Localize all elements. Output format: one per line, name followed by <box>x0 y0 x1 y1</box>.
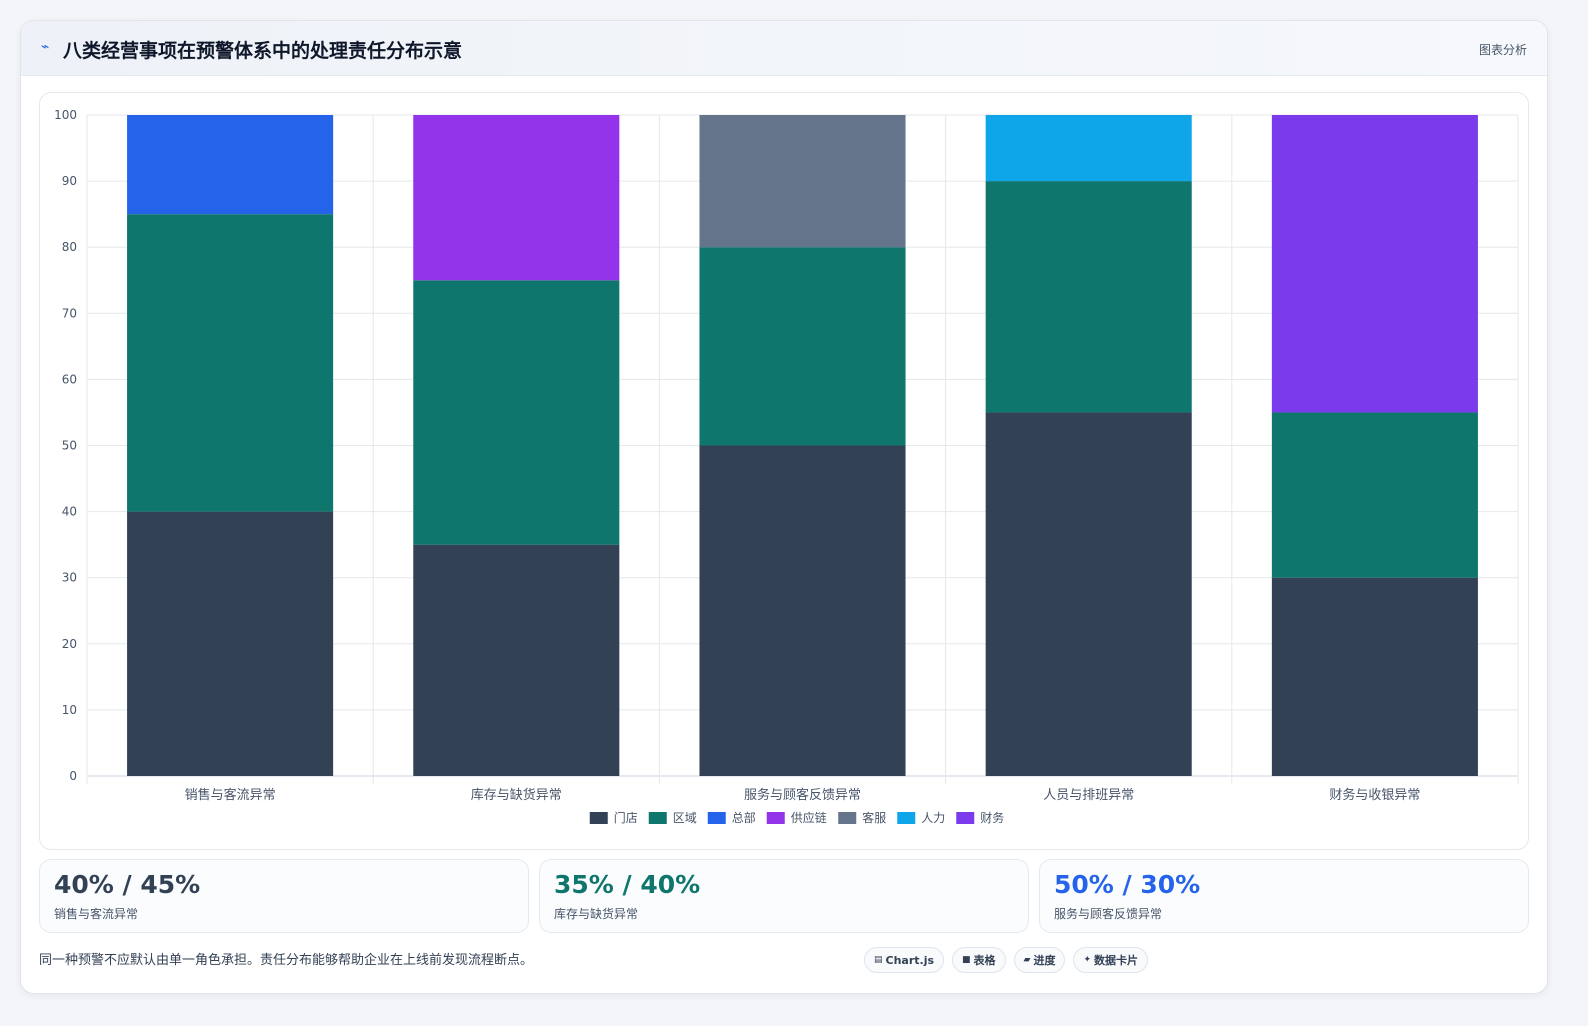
y-tick-label: 60 <box>62 372 77 386</box>
stat-value: 50% / 30% <box>1054 870 1201 899</box>
y-tick-label: 50 <box>62 439 77 453</box>
bar-segment <box>127 115 334 215</box>
y-tick-label: 20 <box>62 637 77 651</box>
x-tick-label: 服务与顾客反馈异常 <box>744 787 861 803</box>
x-tick-label: 人员与排班异常 <box>1043 788 1134 803</box>
bar-segment <box>127 214 334 512</box>
stat-value: 40% / 45% <box>54 870 201 899</box>
chip-label: 进度 <box>1033 954 1056 967</box>
legend-swatch <box>897 812 916 824</box>
legend-swatch <box>956 812 975 824</box>
stat-label: 服务与顾客反馈异常 <box>1054 907 1163 921</box>
y-tick-label: 80 <box>62 240 77 254</box>
y-tick-label: 90 <box>62 174 77 188</box>
bar-segment <box>1271 577 1478 776</box>
legend-swatch <box>589 812 608 824</box>
stat-card-inventory: 35% / 40% 库存与缺货异常 <box>539 859 1029 933</box>
bar-segment <box>985 115 1192 182</box>
y-tick-label: 30 <box>62 571 77 585</box>
legend-swatch <box>707 812 726 824</box>
legend-label: 客服 <box>862 810 886 825</box>
bar-segment <box>413 280 620 545</box>
chip-progress[interactable]: ▰ 进度 <box>1013 947 1066 973</box>
chip-table[interactable]: ■ 表格 <box>952 947 1006 973</box>
chip-chartjs[interactable]: ▤ Chart.js <box>864 947 945 973</box>
card-header: ⌁ 八类经营事项在预警体系中的处理责任分布示意 图表分析 <box>21 21 1547 76</box>
stat-value: 35% / 40% <box>554 870 701 899</box>
y-tick-label: 10 <box>62 703 77 717</box>
bar-segment <box>699 115 906 248</box>
chart-analysis-link[interactable]: 图表分析 <box>1478 43 1527 57</box>
page-title: 八类经营事项在预警体系中的处理责任分布示意 <box>63 40 463 62</box>
bar-segment <box>413 544 620 776</box>
legend-label: 人力 <box>921 811 945 825</box>
footnote: 同一种预警不应默认由单一角色承担。责任分布能够帮助企业在上线前发现流程断点。 <box>39 953 534 968</box>
x-tick-label: 财务与收银异常 <box>1329 787 1420 803</box>
chip-label: Chart.js <box>885 953 935 967</box>
stat-label: 销售与客流异常 <box>54 907 139 921</box>
bar-segment <box>985 412 1192 776</box>
stacked-bar-chart: 0 10 20 30 40 50 60 70 80 90 100 销售与客流异常 库存与缺货异常 服务与顾… <box>54 108 1519 825</box>
bar-segment <box>699 247 906 446</box>
legend-swatch <box>648 812 667 824</box>
chip-label: 数据卡片 <box>1094 954 1139 967</box>
progress-icon: ▰ <box>1023 955 1031 965</box>
stat-card-service: 50% / 30% 服务与顾客反馈异常 <box>1039 859 1529 933</box>
stat-card-sales: 40% / 45% 销售与客流异常 <box>39 859 529 933</box>
legend-swatch <box>766 812 785 824</box>
chart-panel: 0 10 20 30 40 50 60 70 80 90 100 销售与客流异常 库存与缺货异常 服务与顾… <box>39 92 1529 850</box>
lightning-icon: ⌁ <box>41 39 50 55</box>
y-tick-label: 70 <box>62 306 77 320</box>
legend-label: 财务 <box>980 810 1004 825</box>
y-tick-label: 0 <box>69 769 77 783</box>
x-tick-label: 库存与缺货异常 <box>471 787 562 803</box>
bar-segment <box>985 181 1192 413</box>
bar-segment <box>1271 412 1478 578</box>
legend-label: 供应链 <box>791 810 827 825</box>
chip-data-card[interactable]: ✦ 数据卡片 <box>1073 947 1149 973</box>
legend-label: 总部 <box>732 810 756 825</box>
bar-segment <box>413 115 620 281</box>
legend-label: 区域 <box>673 811 697 825</box>
legend-label: 门店 <box>614 810 638 825</box>
y-tick-label: 40 <box>62 505 77 519</box>
y-tick-label: 100 <box>54 108 77 122</box>
chart-icon: ▤ <box>874 955 883 965</box>
chip-label: 表格 <box>973 954 996 967</box>
table-icon: ■ <box>962 955 971 965</box>
sparkle-icon: ✦ <box>1083 955 1092 965</box>
feature-chips: ▤ Chart.js ■ 表格 ▰ 进度 ✦ 数据卡片 <box>864 947 1149 973</box>
bar-segment <box>1271 115 1478 413</box>
stat-label: 库存与缺货异常 <box>554 907 639 921</box>
x-tick-label: 销售与客流异常 <box>185 787 276 803</box>
bar-segment <box>127 511 334 776</box>
chart-card: ⌁ 八类经营事项在预警体系中的处理责任分布示意 图表分析 0 10 20 30 40 50… <box>20 20 1548 994</box>
bar-segment <box>699 445 906 776</box>
legend-swatch <box>838 812 857 824</box>
